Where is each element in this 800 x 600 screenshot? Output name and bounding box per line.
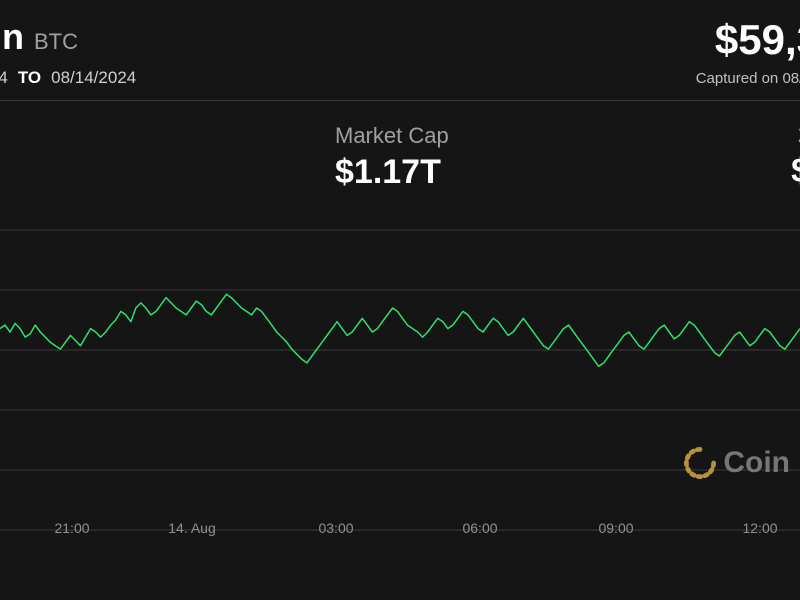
date-to-label: TO (18, 68, 41, 88)
captured-label: Captured on 08/14 (696, 70, 800, 87)
chart-svg (0, 220, 800, 540)
market-cap-metric: Market Cap $1.17T (335, 123, 449, 192)
metrics-row: Market Cap $1.17T (0, 101, 800, 220)
date-range: 2024 TO 08/14/2024 (0, 68, 136, 88)
x-axis-labels: 21:0014. Aug03:0006:0009:0012:00 (0, 512, 800, 520)
coin-logo-icon (683, 446, 717, 480)
x-tick-label: 09:00 (598, 520, 633, 536)
x-tick-label: 12:00 (742, 520, 777, 536)
right-metric-stub: 2 $ (791, 122, 800, 191)
coin-title-block: oin BTC (0, 16, 78, 58)
date-end: 08/14/2024 (51, 68, 136, 88)
price-chart: Coin 21:0014. Aug03:0006:0009:0012:00 (0, 220, 800, 540)
price: $59,3 (715, 16, 800, 64)
date-start: 2024 (0, 68, 8, 88)
x-tick-label: 06:00 (462, 520, 497, 536)
watermark-text: Coin (723, 446, 790, 480)
coin-name: oin (0, 16, 24, 58)
x-tick-label: 14. Aug (168, 520, 216, 536)
x-tick-label: 21:00 (54, 520, 89, 536)
header: oin BTC $59,3 (0, 0, 800, 64)
ticker-symbol: BTC (34, 29, 78, 55)
watermark: Coin (683, 446, 790, 480)
x-tick-label: 03:00 (318, 520, 353, 536)
market-cap-label: Market Cap (335, 123, 449, 149)
market-cap-value: $1.17T (335, 153, 449, 192)
date-row: 2024 TO 08/14/2024 Captured on 08/14 (0, 64, 800, 100)
